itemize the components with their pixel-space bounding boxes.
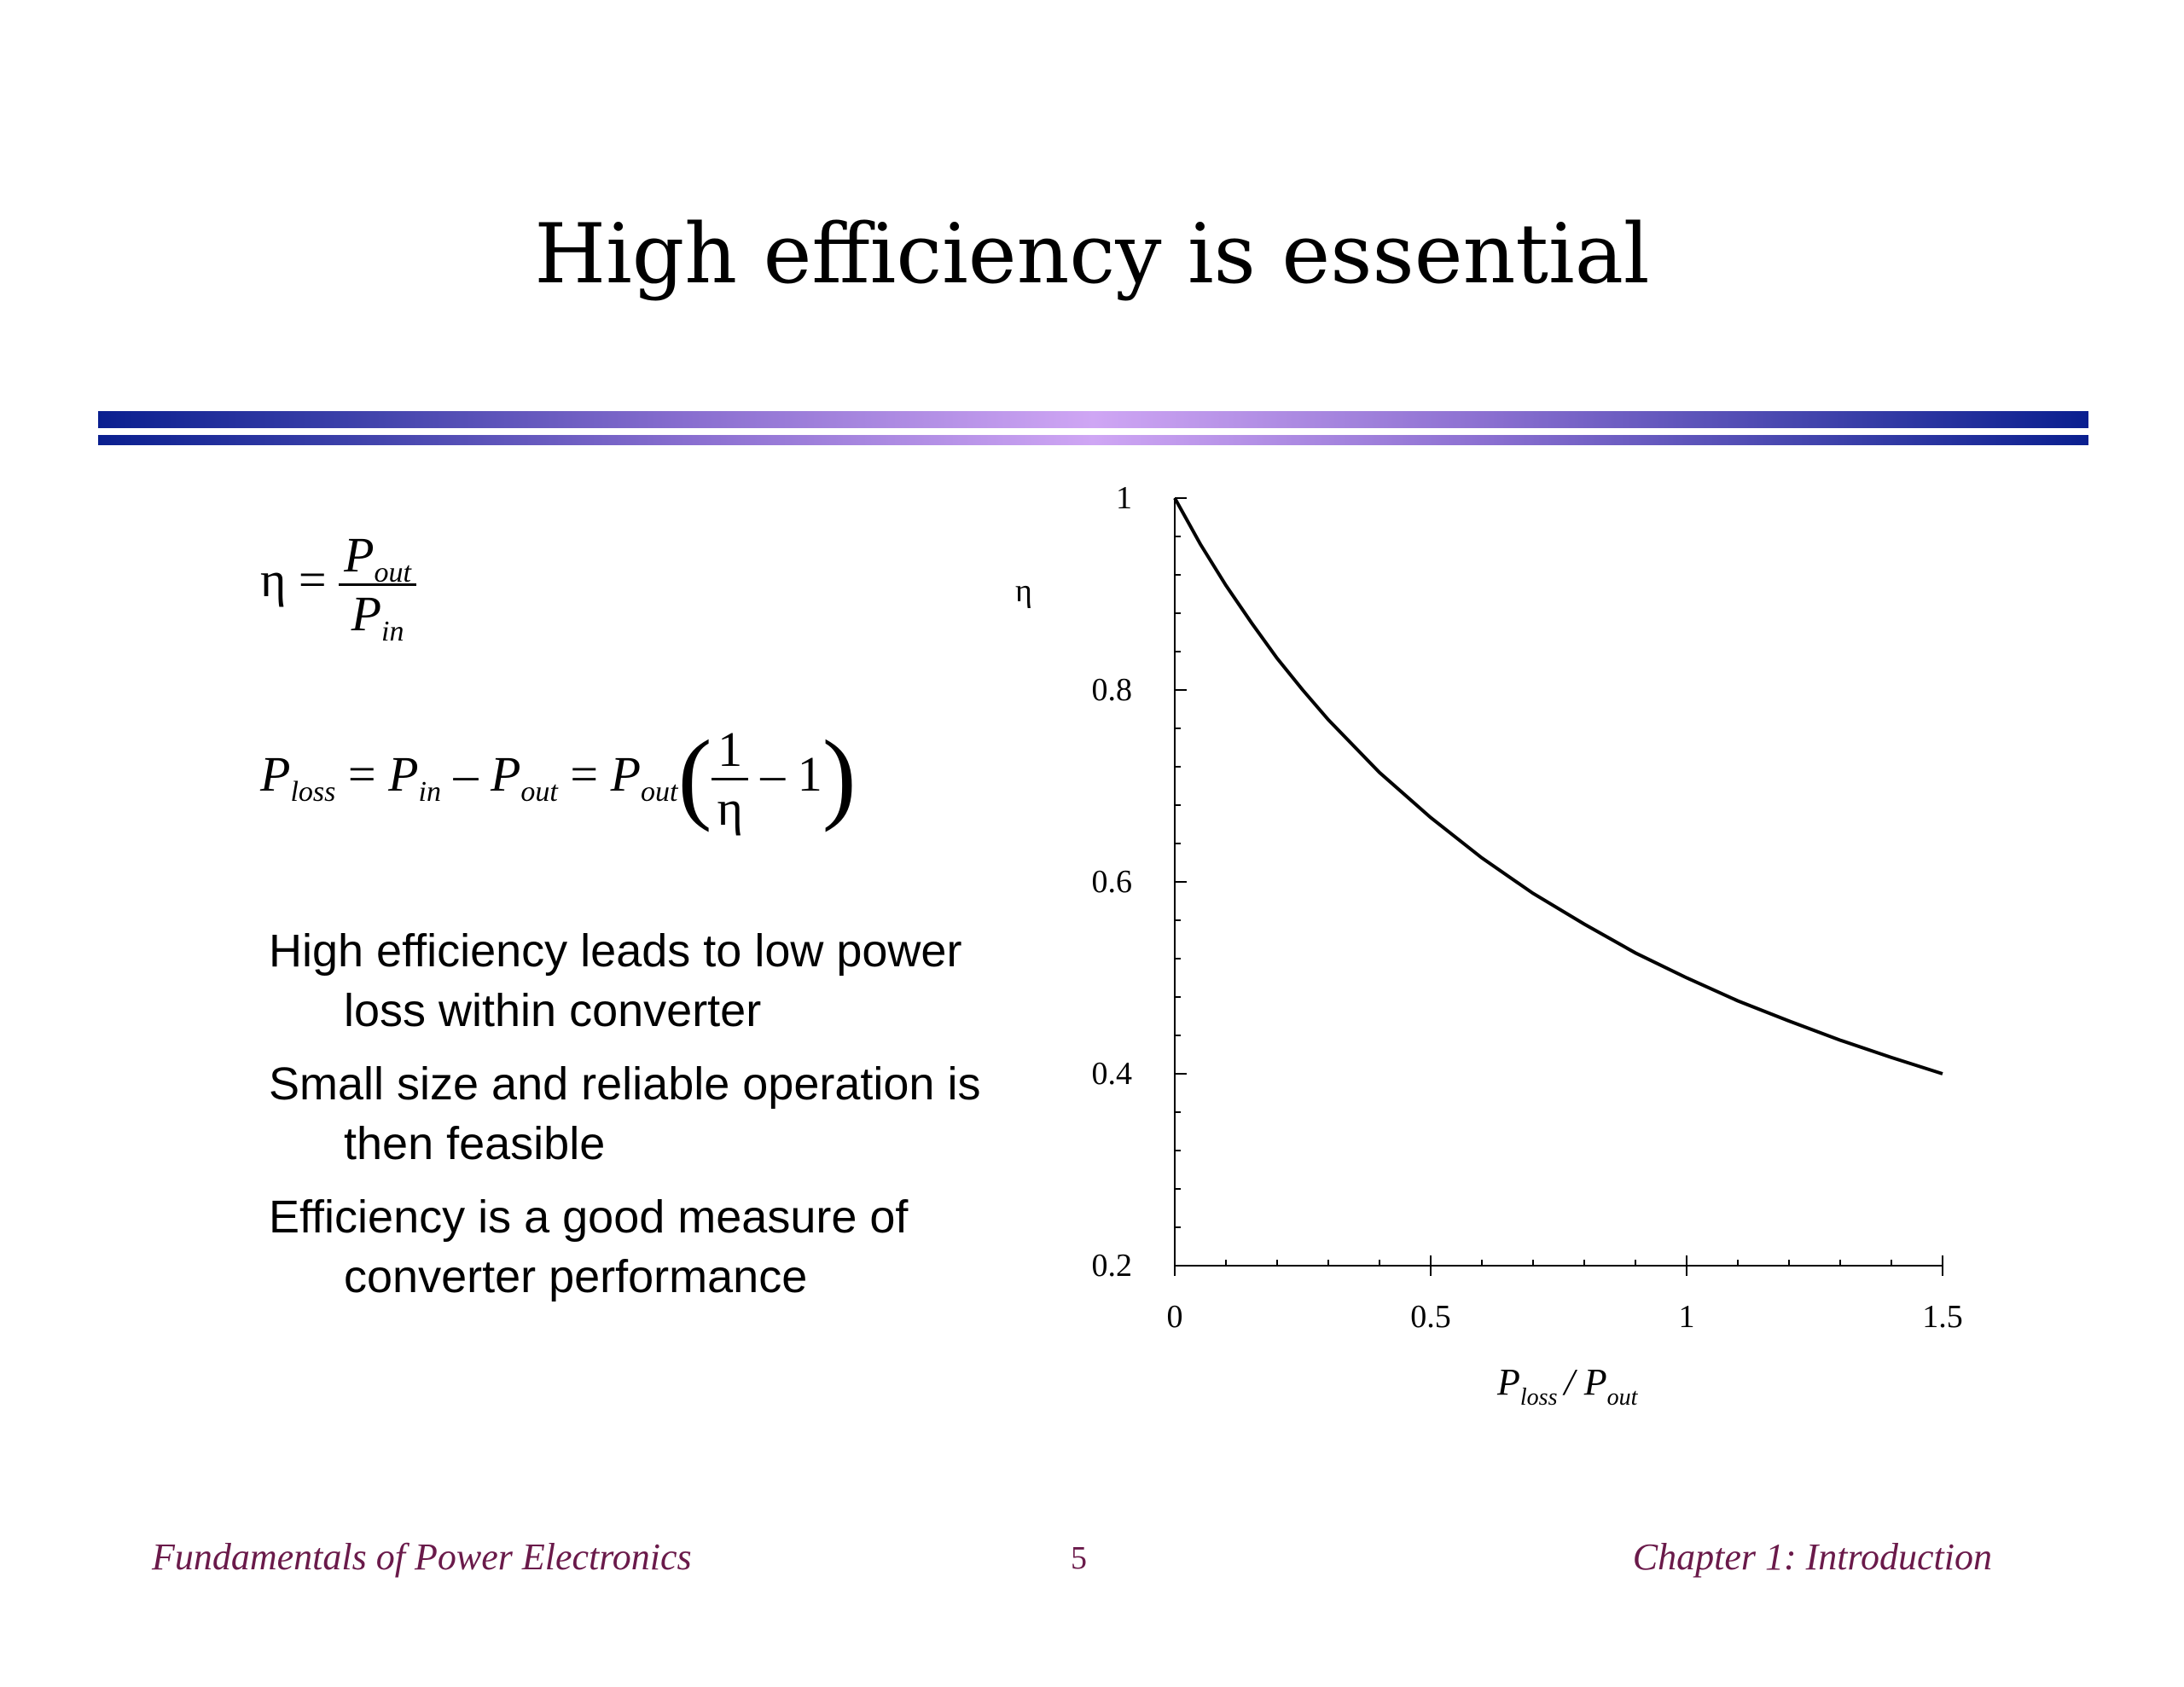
bullet-item: Efficiency is a good measure of converte… xyxy=(269,1191,909,1302)
page-number: 5 xyxy=(1071,1540,1087,1576)
y-tick-label: 0.6 xyxy=(1092,864,1133,900)
bullet-list: High efficiency leads to low power loss … xyxy=(269,921,1037,1320)
title-rule-thick xyxy=(98,411,2088,428)
equals-sign: = xyxy=(298,551,327,607)
bullet-item: Small size and reliable operation is the… xyxy=(269,1058,981,1169)
x-tick-label: 1 xyxy=(1679,1299,1695,1335)
y-axis-label: η xyxy=(1015,573,1032,609)
efficiency-curve xyxy=(1173,497,1943,1075)
efficiency-equation: η = Pout Pin xyxy=(260,530,416,646)
footer-chapter: Chapter 1: Introduction xyxy=(1632,1536,1992,1578)
x-axis-label: Ploss / Pout xyxy=(1496,1361,1639,1411)
x-tick-label: 1.5 xyxy=(1922,1299,1963,1335)
y-tick-label: 1 xyxy=(1116,480,1132,516)
bullet-item: High efficiency leads to low power loss … xyxy=(269,925,962,1036)
slide-title: High efficiency is essential xyxy=(534,206,1650,302)
y-tick-label: 0.4 xyxy=(1092,1056,1133,1092)
y-tick-label: 0.8 xyxy=(1092,672,1133,708)
y-tick-label: 0.2 xyxy=(1092,1248,1133,1284)
power-loss-equation: Ploss = Pin – Pout = Pout(1 η – 1) xyxy=(260,718,857,836)
title-rule-thin xyxy=(98,435,2088,445)
footer-book-title: Fundamentals of Power Electronics xyxy=(152,1536,692,1578)
eta-symbol: η xyxy=(260,551,287,607)
x-tick-label: 0 xyxy=(1167,1299,1183,1335)
x-tick-label: 0.5 xyxy=(1410,1299,1451,1335)
pout-over-pin-fraction: Pout Pin xyxy=(339,530,416,646)
